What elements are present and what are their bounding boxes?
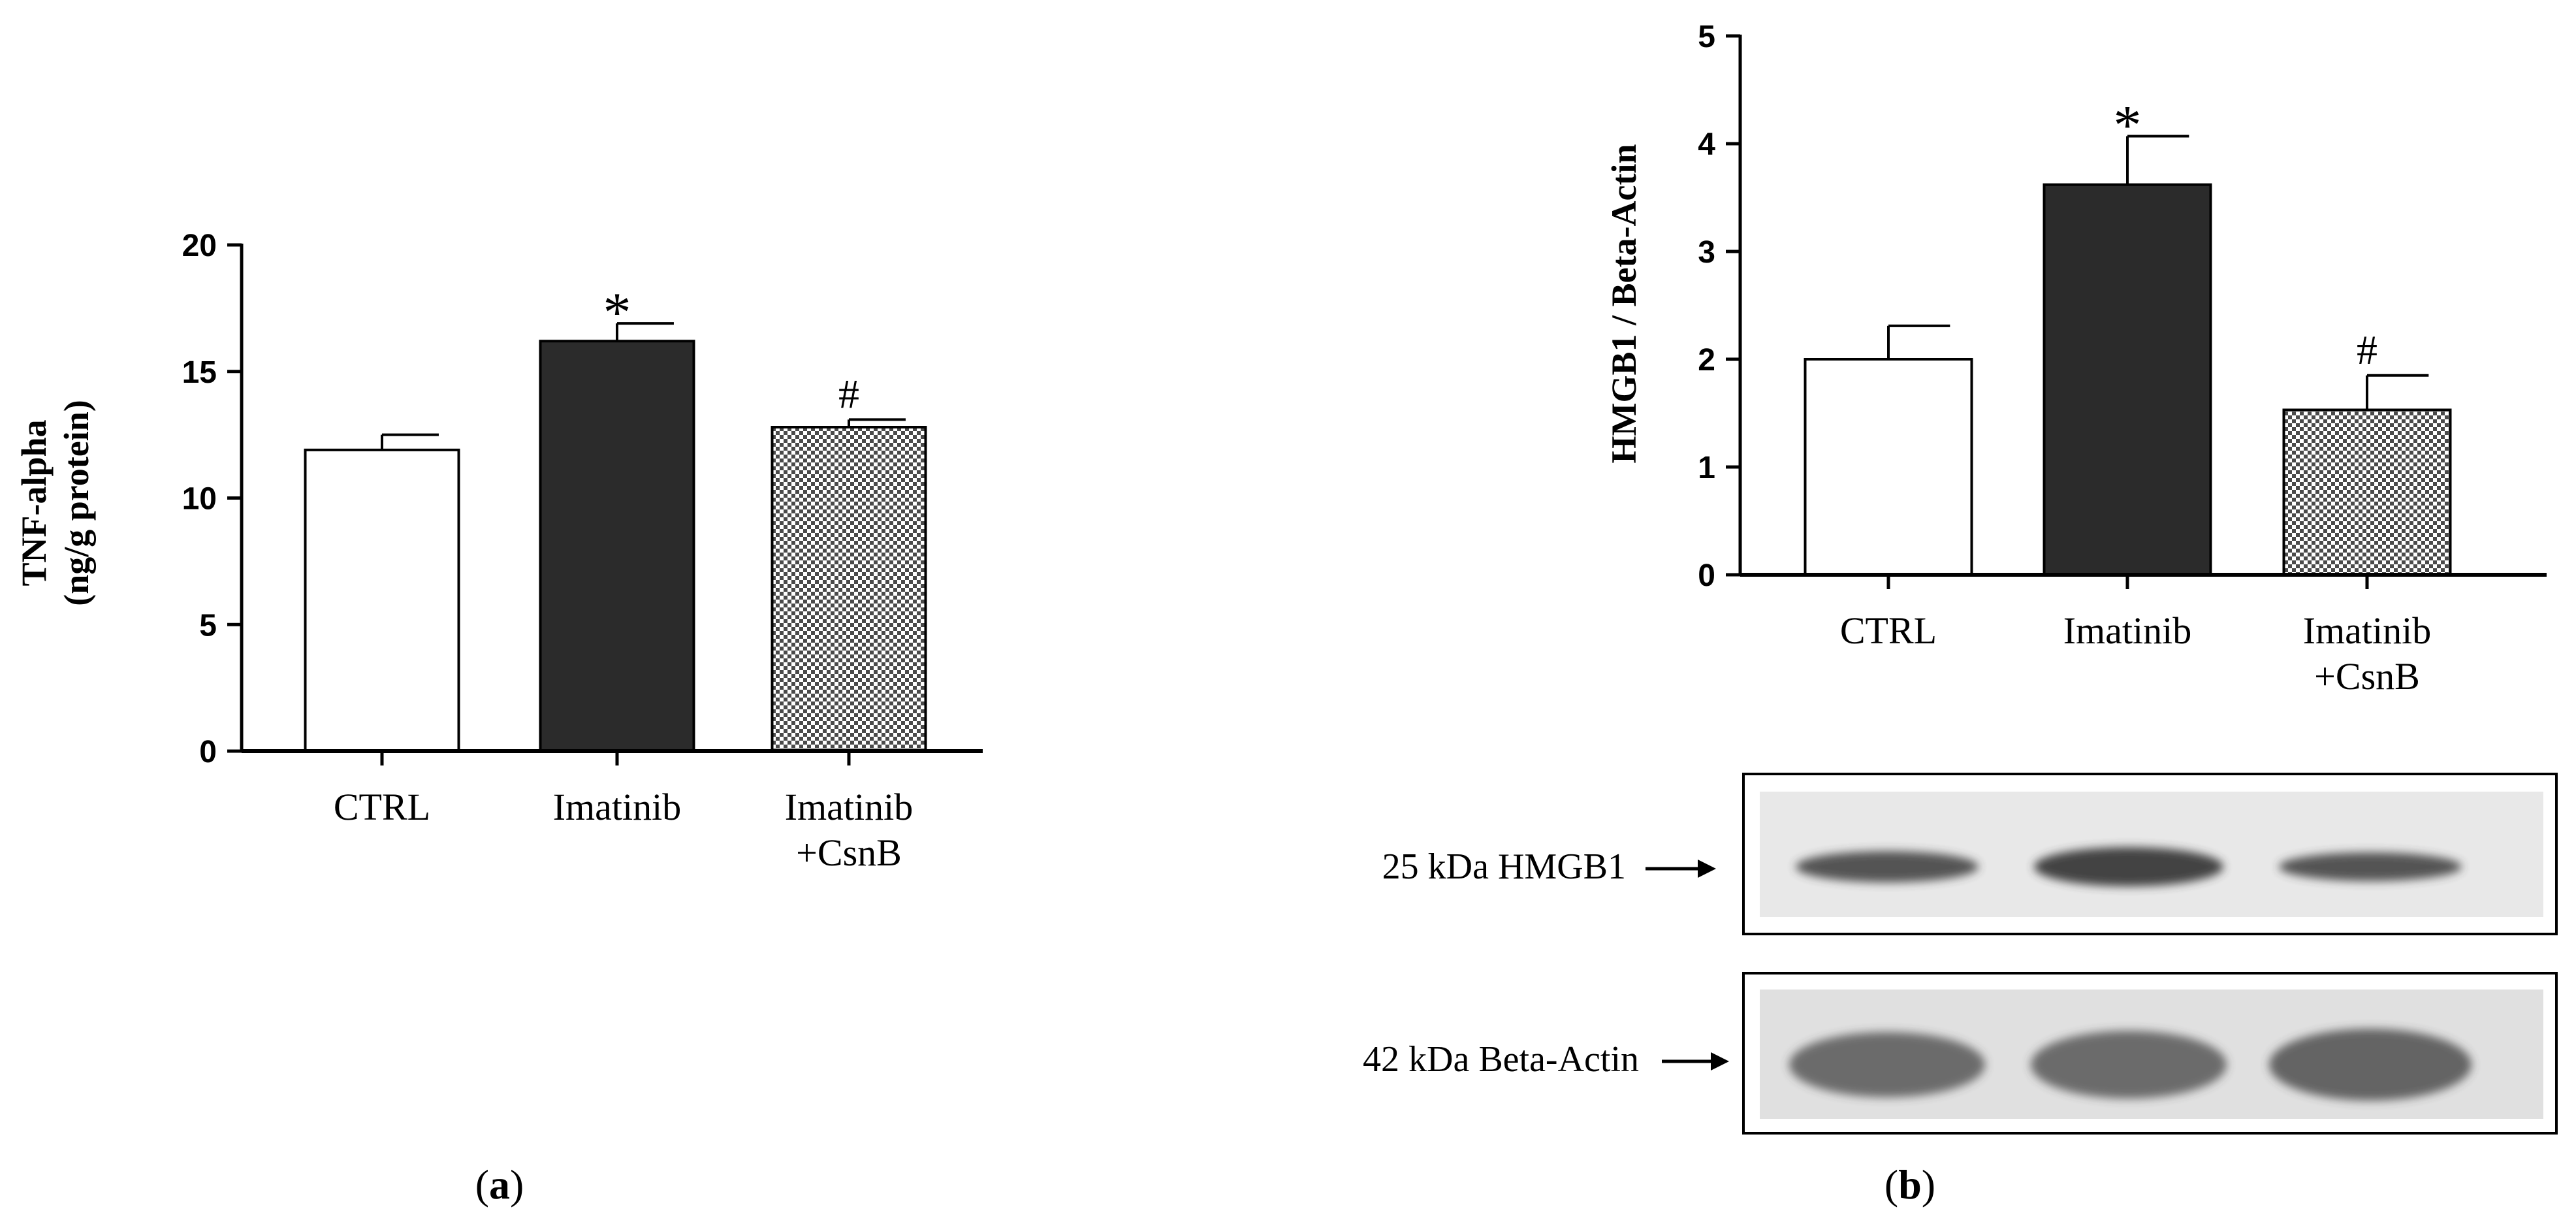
significance-mark: # [2357, 327, 2377, 373]
y-tick-label: 15 [182, 355, 217, 390]
y-tick-label: 2 [1698, 343, 1715, 378]
western-blot: 25 kDa HMGB1 42 kDa Beta-Actin [1363, 773, 2558, 1135]
y-tick-label: 5 [1698, 20, 1715, 54]
bar [304, 448, 460, 752]
hmgb1-band [2034, 847, 2223, 886]
chart-a-bars: *# [304, 281, 927, 752]
chart-b-bars: *# [1804, 93, 2452, 576]
panel-label-b: (b) [1884, 1161, 1935, 1208]
bar [2043, 183, 2212, 576]
significance-mark: # [838, 370, 859, 417]
arrow-right-icon [1662, 1052, 1729, 1071]
blot-label-actin: 42 kDa Beta-Actin [1363, 1039, 1639, 1080]
chart-a-xlabels: CTRL Imatinib Imatinib+CsnB [334, 786, 913, 874]
y-tick-label: 10 [182, 482, 217, 517]
x-tick-label: CTRL [1840, 609, 1937, 652]
actin-band [1789, 1032, 1985, 1097]
bar [539, 340, 695, 752]
x-tick-label: Imatinib [2303, 609, 2432, 652]
y-tick-label: 1 [1698, 451, 1715, 485]
x-tick-label: +CsnB [796, 831, 902, 874]
blot-label-hmgb1: 25 kDa HMGB1 [1382, 846, 1626, 887]
y-tick-label: 5 [199, 608, 217, 643]
blot-bands [1789, 847, 2472, 1101]
significance-mark: * [603, 281, 631, 344]
chart-a-ylabel-line1: TNF-alpha [14, 419, 54, 586]
bar [1804, 358, 1973, 576]
y-tick-label: 0 [199, 735, 217, 769]
chart-a-axes [227, 243, 983, 765]
x-tick-label: CTRL [334, 786, 430, 828]
x-tick-label: Imatinib [785, 786, 914, 828]
arrow-right-icon [1646, 860, 1716, 878]
hmgb1-band [2279, 852, 2462, 881]
actin-band [2031, 1031, 2227, 1099]
y-tick-label: 3 [1698, 235, 1715, 270]
chart-b-xlabels: CTRL Imatinib Imatinib+CsnB [1840, 609, 2431, 698]
y-tick-label: 20 [182, 229, 217, 263]
chart-b-ylabel: HMGB1 / Beta-Actin [1604, 144, 1644, 464]
chart-b-ticklabels: 0 1 2 3 4 5 [1698, 20, 1715, 593]
x-tick-label: Imatinib [2063, 609, 2192, 652]
y-tick-label: 0 [1698, 558, 1715, 593]
chart-a-ylabel-line2: (ng/g protein) [57, 400, 96, 606]
x-tick-label: +CsnB [2314, 655, 2420, 698]
y-tick-label: 4 [1698, 127, 1715, 162]
chart-a-ticklabels: 0 5 10 15 20 [182, 229, 217, 769]
bar [771, 426, 927, 752]
significance-mark: * [2114, 93, 2142, 156]
chart-b-axes [1726, 34, 2547, 589]
bar [2282, 408, 2452, 576]
panel-label-a: (a) [475, 1161, 524, 1208]
actin-band [2269, 1029, 2472, 1101]
x-tick-label: Imatinib [553, 786, 682, 828]
hmgb1-band [1796, 851, 1979, 882]
